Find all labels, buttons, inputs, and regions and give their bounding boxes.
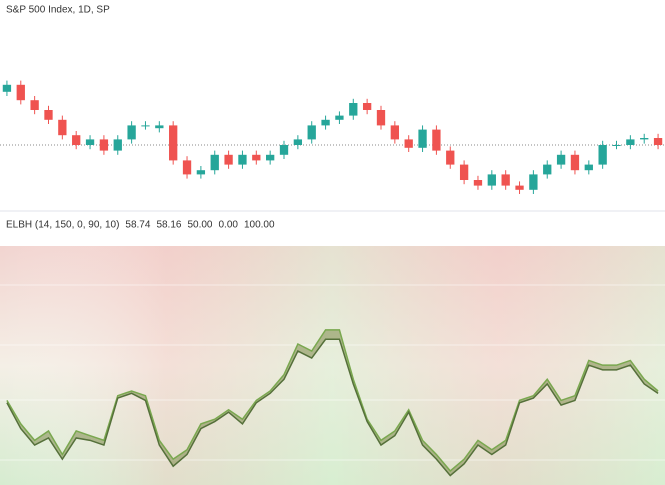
indicator-line <box>6 338 659 477</box>
candle-body <box>584 164 593 171</box>
candle-body <box>307 125 316 140</box>
candle-body <box>473 180 483 186</box>
chart-title: S&P 500 Index, 1D, SP <box>6 5 110 16</box>
candle-body <box>2 84 12 92</box>
indicator-name: ELBH (14, 150, 0, 90, 10) <box>6 220 119 231</box>
candle-body <box>612 145 621 146</box>
candle-body <box>501 174 510 186</box>
candle-body <box>252 154 261 161</box>
readout-value: 50.00 <box>187 220 212 231</box>
candle-body <box>182 160 192 175</box>
candle-body <box>127 125 136 140</box>
candle-body <box>279 145 289 155</box>
candle-body <box>99 139 109 151</box>
candle-body <box>210 154 219 171</box>
candle-body <box>487 174 496 186</box>
candle-body <box>72 135 81 145</box>
candle-body <box>418 129 427 148</box>
candle-body <box>30 100 39 110</box>
readout-value: 100.00 <box>244 220 275 231</box>
candle-body <box>376 110 386 126</box>
candle-body <box>390 125 399 140</box>
candle-body <box>113 139 122 151</box>
readout-value: 58.74 <box>125 220 150 231</box>
candle-body <box>321 119 330 126</box>
candle-body <box>238 154 247 165</box>
indicator-readouts: 58.74 58.16 50.00 0.00 100.00 <box>125 220 275 231</box>
candle-body <box>293 139 303 145</box>
readout-value: 0.00 <box>219 220 239 231</box>
candle-body <box>85 139 95 145</box>
candle-body <box>543 164 552 175</box>
candle-body <box>362 103 372 110</box>
candle-body <box>626 139 635 145</box>
indicator-line <box>6 329 659 472</box>
candle-body <box>169 125 178 161</box>
candle-body <box>58 119 67 136</box>
candle-body <box>598 145 607 165</box>
readout-value: 58.16 <box>156 220 181 231</box>
candle-body <box>556 154 566 165</box>
indicator-grid <box>0 284 665 461</box>
candle-body <box>640 138 649 140</box>
candle-body <box>196 170 206 175</box>
candle-body <box>570 154 580 171</box>
candle-body <box>446 150 455 165</box>
candle-body <box>432 129 441 151</box>
candle-body <box>335 115 344 120</box>
candle-body <box>459 164 469 180</box>
candle-body <box>529 174 538 190</box>
candle-body <box>266 154 275 161</box>
candle-body <box>141 125 150 127</box>
candle-body <box>404 139 413 148</box>
candle-body <box>16 84 25 101</box>
indicator-background-tint <box>0 246 665 485</box>
candle-body <box>224 154 233 165</box>
candle-body <box>349 103 358 116</box>
candle-body <box>653 138 663 145</box>
candle-body <box>515 185 524 190</box>
candle-body <box>155 125 164 129</box>
candle-body <box>44 110 53 120</box>
